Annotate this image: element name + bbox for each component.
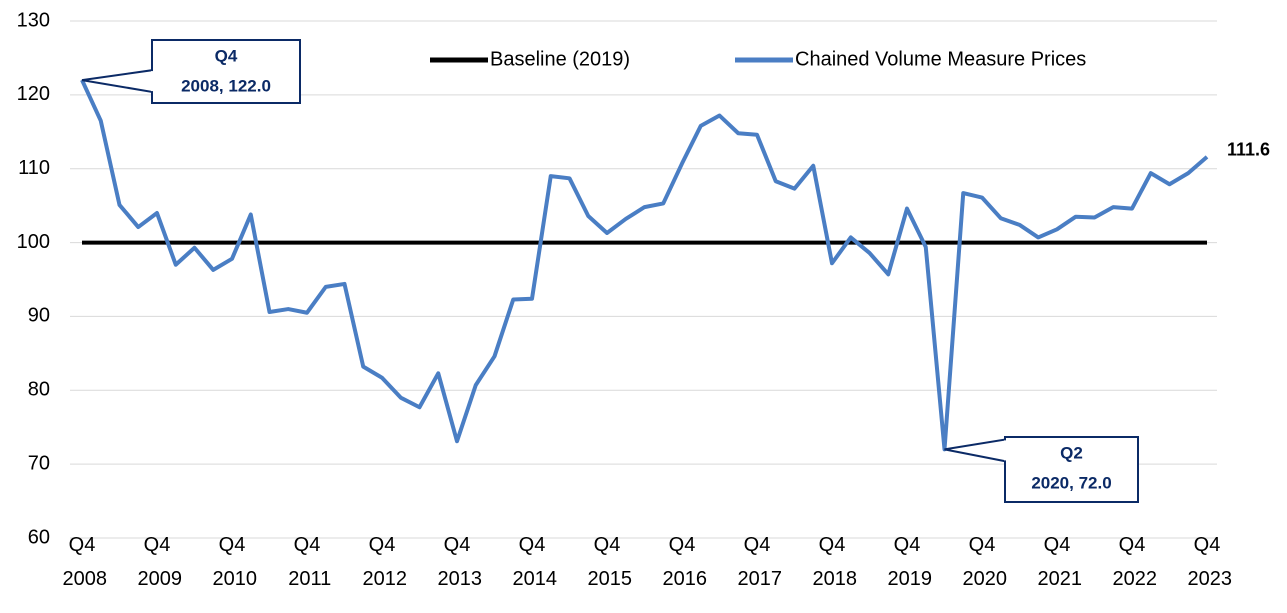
x-tick-label-line: 2009 <box>132 568 182 590</box>
x-tick-label-line: 2017 <box>732 568 782 590</box>
callout-cover <box>151 71 154 92</box>
callout-text: 2020, 72.0 <box>1031 473 1111 492</box>
x-tick-label-line: Q4 <box>819 534 846 556</box>
x-tick-label: Q4 2014 <box>507 534 557 590</box>
x-tick-label-line: Q4 <box>1119 534 1146 556</box>
x-tick-label-line: 2021 <box>1032 568 1082 590</box>
x-tick-label: Q4 2023 <box>1182 534 1232 590</box>
x-tick-label: Q4 2015 <box>582 534 632 590</box>
x-tick-label: Q4 2016 <box>657 534 707 590</box>
x-tick-label-line: Q4 <box>594 534 621 556</box>
callout-pointer <box>944 438 1007 463</box>
x-tick-label: Q4 2010 <box>207 534 257 590</box>
x-tick-label-line: Q4 <box>369 534 396 556</box>
x-tick-label: Q4 2013 <box>432 534 482 590</box>
x-tick-label-line: 2012 <box>357 568 407 590</box>
y-tick-label: 60 <box>28 526 50 548</box>
x-tick-label: Q4 2021 <box>1032 534 1082 590</box>
y-tick-label: 70 <box>28 452 50 474</box>
y-tick-label: 130 <box>17 9 50 31</box>
x-tick-label: Q4 2008 <box>57 534 107 590</box>
callout-text: Q2 <box>1060 443 1083 462</box>
x-tick-label-line: Q4 <box>894 534 921 556</box>
x-tick-label-line: Q4 <box>744 534 771 556</box>
x-tick-label-line: 2016 <box>657 568 707 590</box>
x-tick-label-line: 2020 <box>957 568 1007 590</box>
y-tick-label: 120 <box>17 83 50 105</box>
callout-box <box>1004 436 1139 503</box>
x-tick-label-line: 2015 <box>582 568 632 590</box>
data-line <box>80 79 1209 452</box>
x-tick-label-line: 2010 <box>207 568 257 590</box>
x-tick-label-line: Q4 <box>144 534 171 556</box>
callout-text: 2008, 122.0 <box>181 76 271 95</box>
x-tick-label: Q4 2009 <box>132 534 182 590</box>
y-tick-label: 110 <box>18 157 50 179</box>
end-label: 111.6 <box>1227 140 1270 160</box>
callout-cover <box>1004 440 1007 461</box>
x-tick-label: Q4 2018 <box>807 534 857 590</box>
x-tick-label: Q4 2020 <box>957 534 1007 590</box>
legend-label: Chained Volume Measure Prices <box>795 48 1086 70</box>
x-tick-label-line: Q4 <box>1044 534 1071 556</box>
x-tick-label-line: 2014 <box>507 568 557 590</box>
legend-label: Baseline (2019) <box>490 48 630 70</box>
x-tick-label-line: 2022 <box>1107 568 1157 590</box>
x-tick-label: Q4 2017 <box>732 534 782 590</box>
x-tick-label-line: Q4 <box>219 534 246 556</box>
x-tick-label-line: Q4 <box>519 534 546 556</box>
y-tick-label: 80 <box>28 379 50 401</box>
callout-pointer <box>81 68 154 94</box>
x-tick-label-line: 2023 <box>1182 568 1232 590</box>
x-tick-label: Q4 2019 <box>882 534 932 590</box>
y-tick-label: 100 <box>17 231 50 253</box>
x-tick-label-line: 2018 <box>807 568 857 590</box>
y-tick-label: 90 <box>28 305 50 327</box>
x-tick-label-line: Q4 <box>444 534 471 556</box>
x-tick-label: Q4 2012 <box>357 534 407 590</box>
x-tick-label: Q4 2011 <box>283 534 332 590</box>
x-tick-label-line: Q4 <box>969 534 996 556</box>
callout-box <box>151 39 301 104</box>
x-tick-label-line: 2013 <box>432 568 482 590</box>
x-tick-label: Q4 2022 <box>1107 534 1157 590</box>
x-tick-label-line: Q4 <box>294 534 321 556</box>
x-tick-label-line: 2011 <box>283 568 332 590</box>
x-tick-label-line: Q4 <box>669 534 696 556</box>
callout-text: Q4 <box>215 46 238 65</box>
x-tick-label-line: 2008 <box>57 568 107 590</box>
x-tick-label-line: Q4 <box>1194 534 1221 556</box>
x-tick-label-line: 2019 <box>882 568 932 590</box>
x-tick-label-line: Q4 <box>69 534 96 556</box>
